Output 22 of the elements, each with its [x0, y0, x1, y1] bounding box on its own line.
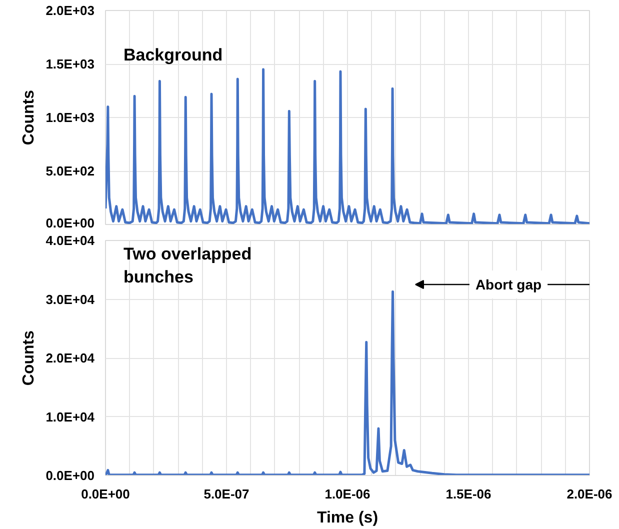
y-tick-label: 5.0E+02: [46, 164, 94, 178]
x-tick-label: 5.0E-07: [204, 486, 250, 502]
y-tick-label: 1.5E+03: [46, 56, 94, 72]
y-tick-label: 2.0E+03: [46, 3, 94, 18]
y-axis-title: Counts: [20, 330, 38, 386]
y-tick-label: 1.0E+03: [46, 110, 94, 125]
y-axis-title: Counts: [20, 90, 38, 146]
y-tick-label: 1.0E+04: [46, 409, 96, 424]
x-tick-label: 1.0E-06: [324, 486, 370, 502]
y-tick-label: 4.0E+04: [46, 233, 96, 248]
annotation: Background: [124, 46, 223, 64]
y-tick-label: 2.0E+04: [46, 350, 96, 366]
y-tick-label: 0.0E+00: [46, 468, 94, 483]
line-series: [106, 68, 590, 224]
y-tick-label: 3.0E+04: [46, 292, 96, 307]
y-tick-label: 0.0E+00: [46, 216, 94, 230]
x-tick-label: 0.0E+00: [81, 486, 130, 502]
annotation: Two overlapped bunches: [124, 244, 252, 286]
x-tick-label: 1.5E-06: [446, 486, 492, 502]
annotation: Abort gap: [475, 276, 542, 292]
x-tick-label: 2.0E-06: [566, 486, 612, 502]
x-axis-title: Time (s): [316, 510, 378, 526]
